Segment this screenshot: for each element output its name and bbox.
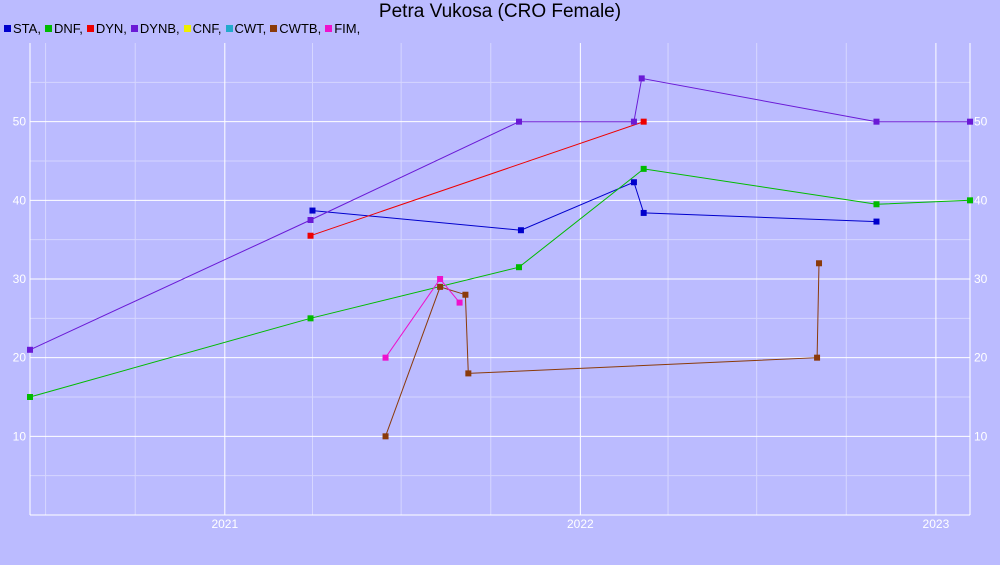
legend-swatch bbox=[86, 24, 94, 32]
legend-item-dnf: DNF, bbox=[44, 20, 83, 36]
legend-swatch bbox=[183, 24, 191, 32]
data-point-dynb bbox=[630, 118, 637, 125]
chart-title: Petra Vukosa (CRO Female) bbox=[378, 1, 622, 22]
legend-item-dyn: DYN, bbox=[86, 20, 127, 36]
y-tick-label-left: 50 bbox=[13, 115, 27, 129]
legend-item-cwt: CWT, bbox=[225, 20, 267, 36]
legend-item-sta: STA, bbox=[4, 20, 41, 36]
y-tick-label-left: 10 bbox=[13, 429, 27, 443]
data-point-dnf bbox=[515, 264, 522, 271]
data-point-fim bbox=[437, 276, 444, 282]
data-point-dnf bbox=[27, 394, 33, 400]
y-tick-label-right: 20 bbox=[974, 351, 988, 365]
legend-label: CWT, bbox=[234, 20, 267, 36]
data-point-cwtb bbox=[437, 283, 444, 290]
data-point-dnf bbox=[873, 201, 880, 208]
data-point-dynb bbox=[873, 118, 880, 125]
data-point-fim bbox=[456, 299, 463, 306]
x-tick-label: 2021 bbox=[211, 517, 238, 531]
data-point-dynb bbox=[515, 118, 522, 125]
data-point-cwtb bbox=[816, 260, 823, 267]
data-point-fim bbox=[382, 354, 389, 361]
data-point-dynb bbox=[967, 118, 973, 125]
series-line-cwtb bbox=[385, 263, 820, 437]
data-point-dnf bbox=[967, 197, 973, 204]
legend-item-cnf: CNF, bbox=[183, 20, 222, 36]
legend-swatch bbox=[325, 24, 333, 32]
legend-item-dynb: DYNB, bbox=[130, 20, 180, 36]
series-line-dnf bbox=[29, 168, 971, 398]
legend-label: FIM, bbox=[334, 20, 361, 36]
legend-swatch bbox=[4, 24, 11, 32]
y-tick-label-right: 10 bbox=[974, 429, 988, 443]
legend-label: STA, bbox=[13, 20, 41, 36]
x-tick-label: 2023 bbox=[923, 517, 950, 531]
data-point-sta bbox=[309, 207, 316, 214]
data-point-dynb bbox=[307, 217, 314, 223]
y-tick-label-left: 30 bbox=[13, 272, 27, 286]
data-point-cwtb bbox=[814, 354, 821, 361]
data-point-dyn bbox=[307, 232, 314, 239]
series-line-dyn bbox=[310, 121, 644, 237]
legend-label: DNF, bbox=[53, 20, 83, 36]
data-point-sta bbox=[640, 209, 647, 216]
data-point-dynb bbox=[27, 346, 33, 353]
y-tick-label-left: 20 bbox=[13, 351, 27, 365]
legend-swatch bbox=[44, 24, 52, 32]
legend-label: CNF, bbox=[192, 20, 222, 36]
legend-label: CWTB, bbox=[279, 20, 322, 36]
data-point-cwtb bbox=[462, 291, 469, 298]
y-tick-label-left: 40 bbox=[13, 193, 27, 207]
y-tick-label-right: 30 bbox=[974, 272, 988, 286]
legend: STA, DNF, DYN, DYNB, CNF, CWT, CWTB, FIM, bbox=[4, 20, 364, 36]
legend-swatch bbox=[270, 24, 278, 32]
legend-label: DYNB, bbox=[139, 20, 180, 36]
legend-swatch bbox=[225, 24, 233, 32]
legend-item-cwtb: CWTB, bbox=[270, 20, 321, 36]
data-point-sta bbox=[517, 227, 524, 234]
legend-swatch bbox=[130, 24, 138, 32]
y-tick-label-right: 40 bbox=[974, 193, 988, 207]
data-point-cwtb bbox=[382, 433, 389, 440]
data-point-dnf bbox=[307, 315, 314, 322]
legend-item-fim: FIM, bbox=[325, 20, 360, 36]
data-point-sta bbox=[630, 179, 637, 186]
y-tick-label-right: 50 bbox=[974, 115, 988, 129]
x-tick-label: 2022 bbox=[567, 517, 594, 531]
data-point-dnf bbox=[640, 165, 647, 172]
data-point-dyn bbox=[640, 118, 647, 125]
data-point-cwtb bbox=[465, 370, 472, 377]
data-point-dynb bbox=[638, 75, 645, 82]
legend-label: DYN, bbox=[95, 20, 127, 36]
data-point-sta bbox=[873, 218, 880, 225]
